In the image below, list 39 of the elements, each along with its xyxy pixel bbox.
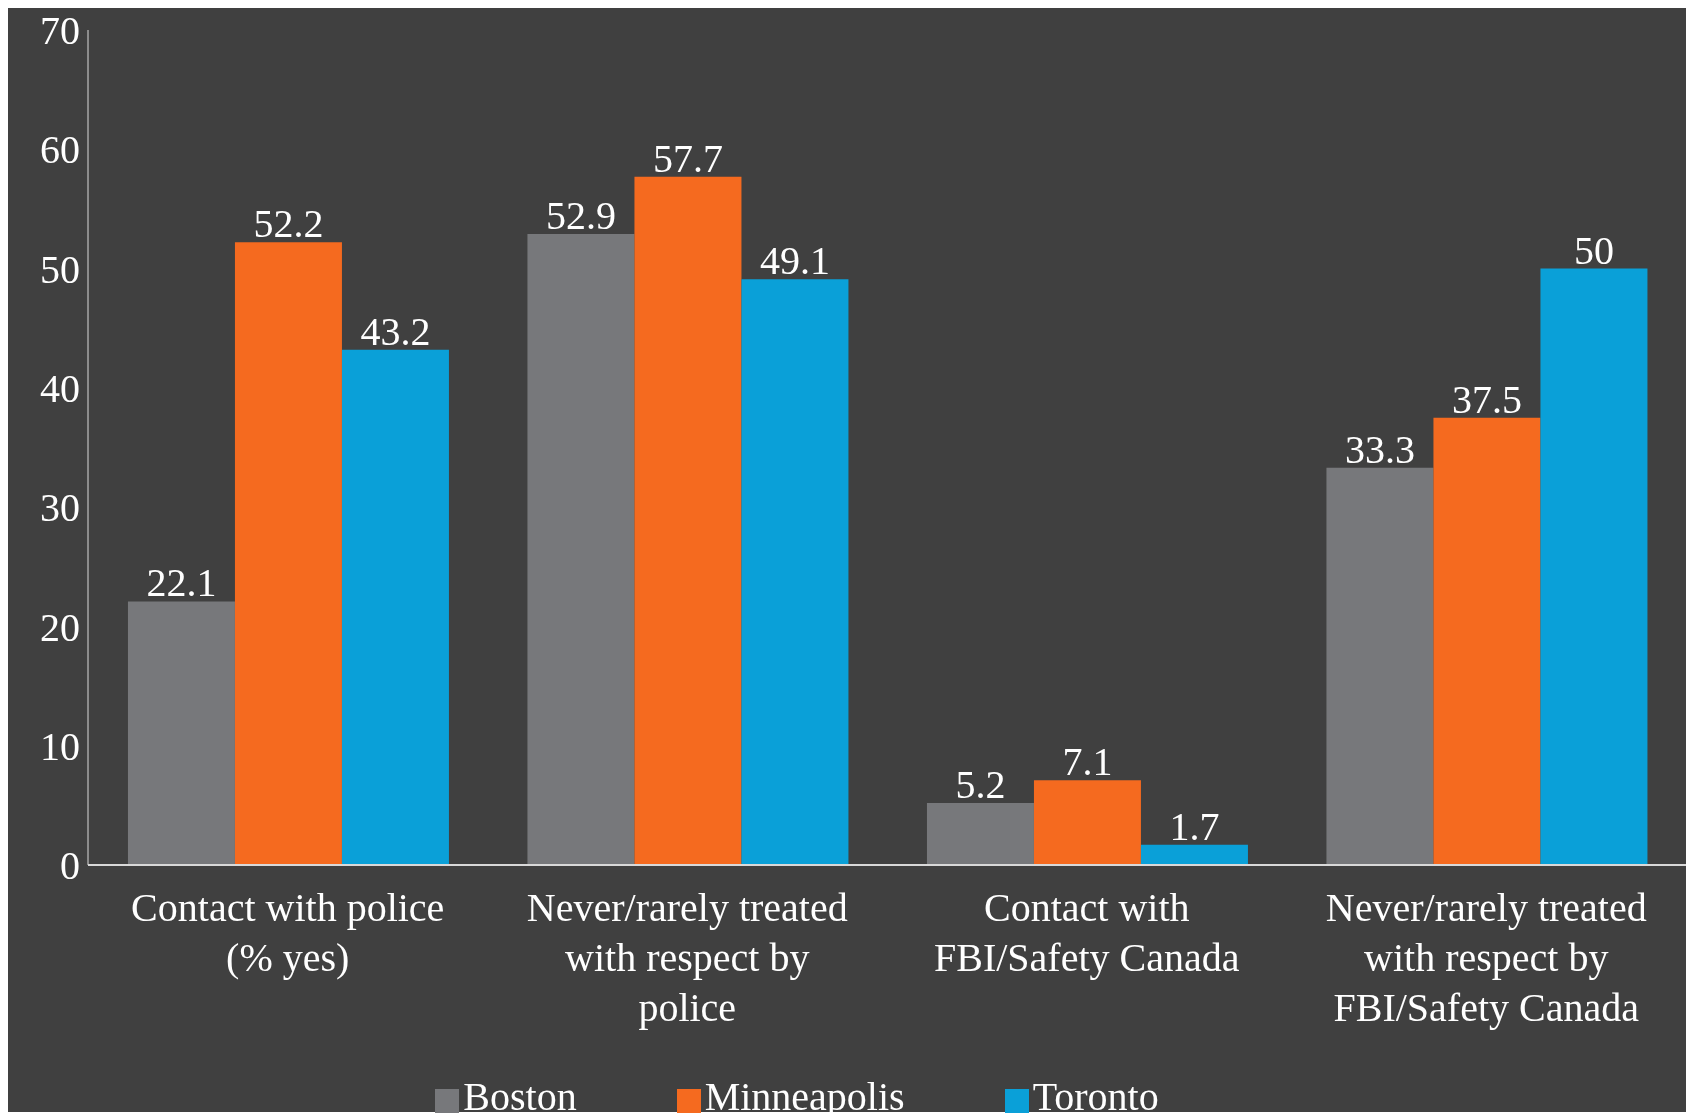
data-label: 52.2 <box>253 201 324 247</box>
data-label: 37.5 <box>1451 376 1522 422</box>
data-label: 1.7 <box>1169 803 1220 849</box>
x-tick-label: Contact with police (% yes) <box>131 885 445 980</box>
data-label: 57.7 <box>652 135 723 181</box>
bar <box>1033 780 1141 865</box>
legend-label: Toronto <box>1032 1074 1159 1119</box>
data-label: 50 <box>1573 227 1614 273</box>
data-label: 33.3 <box>1344 426 1415 472</box>
bar <box>741 279 849 865</box>
y-tick-label: 70 <box>40 8 80 54</box>
data-label: 22.1 <box>146 560 217 606</box>
y-tick-label: 0 <box>60 843 80 889</box>
legend-label: Minneapolis <box>704 1074 905 1119</box>
data-label: 49.1 <box>759 238 830 284</box>
bar <box>1433 417 1541 865</box>
bar <box>926 802 1034 865</box>
y-tick-label: 20 <box>40 604 80 650</box>
bar <box>1140 844 1248 865</box>
y-tick-label: 30 <box>40 485 80 531</box>
y-tick-label: 60 <box>40 127 80 173</box>
data-label: 5.2 <box>955 761 1006 807</box>
x-tick-label: Never/rarely treated with respect by police <box>526 885 848 1030</box>
bar <box>234 242 342 865</box>
x-tick-label: Contact with FBI/Safety Canada <box>934 885 1240 980</box>
data-label: 43.2 <box>360 308 431 354</box>
data-label: 7.1 <box>1062 739 1113 785</box>
bar <box>527 233 635 865</box>
data-label: 52.9 <box>545 192 616 238</box>
x-tick-label: Never/rarely treated with respect by FBI/Safety Canada <box>1325 885 1647 1030</box>
bar <box>634 176 742 865</box>
bar <box>127 601 235 865</box>
bar <box>1326 467 1434 865</box>
legend-label: Boston <box>463 1074 577 1119</box>
y-tick-label: 40 <box>40 366 80 412</box>
bar <box>1540 268 1648 865</box>
bar <box>341 349 449 865</box>
y-tick-label: 50 <box>40 246 80 292</box>
y-tick-label: 10 <box>40 723 80 769</box>
